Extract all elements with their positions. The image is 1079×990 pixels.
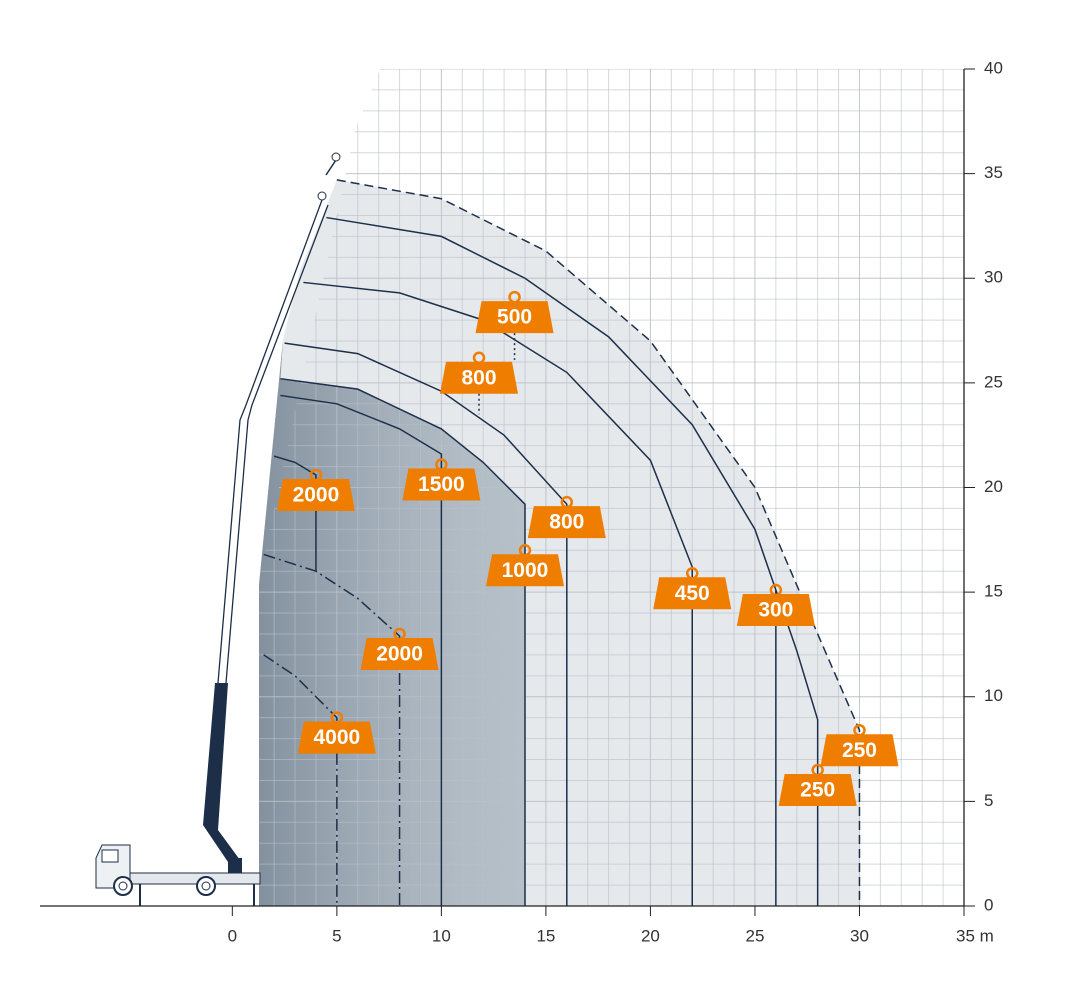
tag-hook: [472, 351, 486, 365]
load-tag: 450: [653, 567, 732, 610]
tag-label: 300: [758, 599, 793, 622]
load-tag: 300: [736, 583, 815, 627]
tag-label: 1000: [502, 559, 549, 582]
tag-body: [297, 721, 376, 754]
load-tag: 2000: [276, 468, 355, 511]
tag-label: 500: [497, 306, 532, 329]
y-tick-label: 0: [984, 895, 993, 914]
load-tag: 500: [475, 290, 554, 334]
boom-line: [225, 204, 329, 684]
tag-label: 450: [675, 582, 710, 605]
x-tick-label: 15: [536, 926, 555, 945]
fills: [259, 179, 860, 907]
y-tick-label: 15: [984, 582, 1003, 601]
wheel: [196, 876, 216, 896]
y-tick-label: 35: [984, 163, 1003, 182]
tag-label: 2000: [376, 643, 423, 666]
x-tick-label: 10: [432, 926, 451, 945]
tag-body: [485, 554, 564, 587]
tag-body: [475, 301, 554, 334]
load-curve: [303, 281, 693, 906]
tag-body: [527, 506, 606, 539]
truck: [95, 844, 261, 906]
crane: [203, 152, 341, 874]
tag-body: [276, 478, 355, 511]
load-tag: 2000: [360, 627, 439, 670]
x-tick-label: 35 m: [956, 926, 994, 945]
tag-body: [820, 734, 899, 767]
tag-body: [736, 594, 815, 627]
tag-body: [778, 773, 857, 806]
tag-hook: [560, 495, 574, 509]
tag-hook: [685, 567, 699, 580]
y-tick-label: 10: [984, 686, 1003, 705]
tag-hook: [811, 763, 824, 777]
turret: [228, 858, 242, 874]
load-curve: [263, 654, 338, 906]
tag-body: [360, 637, 439, 670]
truck-bed: [129, 872, 261, 885]
jib-tip: [331, 152, 341, 162]
tag-body: [653, 577, 732, 610]
tag-body: [402, 468, 481, 501]
load-curve: [263, 553, 401, 906]
load-curve: [336, 179, 861, 906]
load-curve: [273, 455, 317, 572]
load-curve: [284, 342, 568, 906]
y-tick-label: 40: [984, 58, 1003, 77]
tag-label: 4000: [313, 726, 360, 749]
tag-hook: [393, 627, 406, 641]
load-tag: 1500: [402, 458, 481, 501]
boom-tip: [317, 191, 327, 201]
tag-hook: [330, 711, 344, 724]
load-tag: 250: [778, 763, 857, 806]
tag-hook: [435, 458, 448, 471]
jib: [325, 159, 337, 176]
wheel: [201, 881, 211, 891]
load-tag: 1000: [485, 544, 564, 587]
x-tick-label: 20: [641, 926, 660, 945]
wheel: [118, 881, 128, 891]
tag-label: 250: [842, 739, 877, 762]
curves: [263, 179, 861, 906]
cab-window: [101, 849, 119, 863]
boom-line: [217, 199, 323, 684]
y-tick-label: 25: [984, 372, 1003, 391]
boom-base: [203, 683, 240, 862]
load-tag: 800: [440, 351, 519, 394]
x-tick-label: 25: [745, 926, 764, 945]
tag-hook: [769, 583, 783, 597]
tag-label: 800: [549, 511, 584, 534]
tag-label: 2000: [293, 483, 340, 506]
tag-hook: [309, 468, 323, 482]
tag-label: 250: [800, 779, 835, 802]
tag-hook: [508, 290, 521, 304]
y-tick-label: 5: [984, 791, 993, 810]
load-curve: [326, 216, 819, 906]
y-tick-label: 30: [984, 268, 1003, 287]
tag-body: [440, 361, 519, 394]
x-tick-label: 5: [332, 926, 341, 945]
load-curve: [280, 394, 443, 906]
tag-hook: [518, 544, 532, 557]
axes: 0 5 10 15 20 25 30 35 m 0 5 10 15 20 25 30 35 40: [40, 58, 1003, 945]
load-tags: 500 800 2000 1500 800 1000 450 300 250 250 2000 400…: [276, 290, 899, 806]
load-tag: 800: [527, 495, 606, 539]
x-tick-label: 0: [228, 926, 237, 945]
load-tag: 4000: [297, 711, 376, 754]
load-tag: 250: [820, 723, 899, 767]
tag-hook: [853, 723, 866, 737]
tag-label: 1500: [418, 473, 465, 496]
x-tick-label: 30: [850, 926, 869, 945]
y-tick-label: 20: [984, 477, 1003, 496]
wheel: [113, 876, 133, 896]
tag-label: 800: [461, 366, 496, 389]
